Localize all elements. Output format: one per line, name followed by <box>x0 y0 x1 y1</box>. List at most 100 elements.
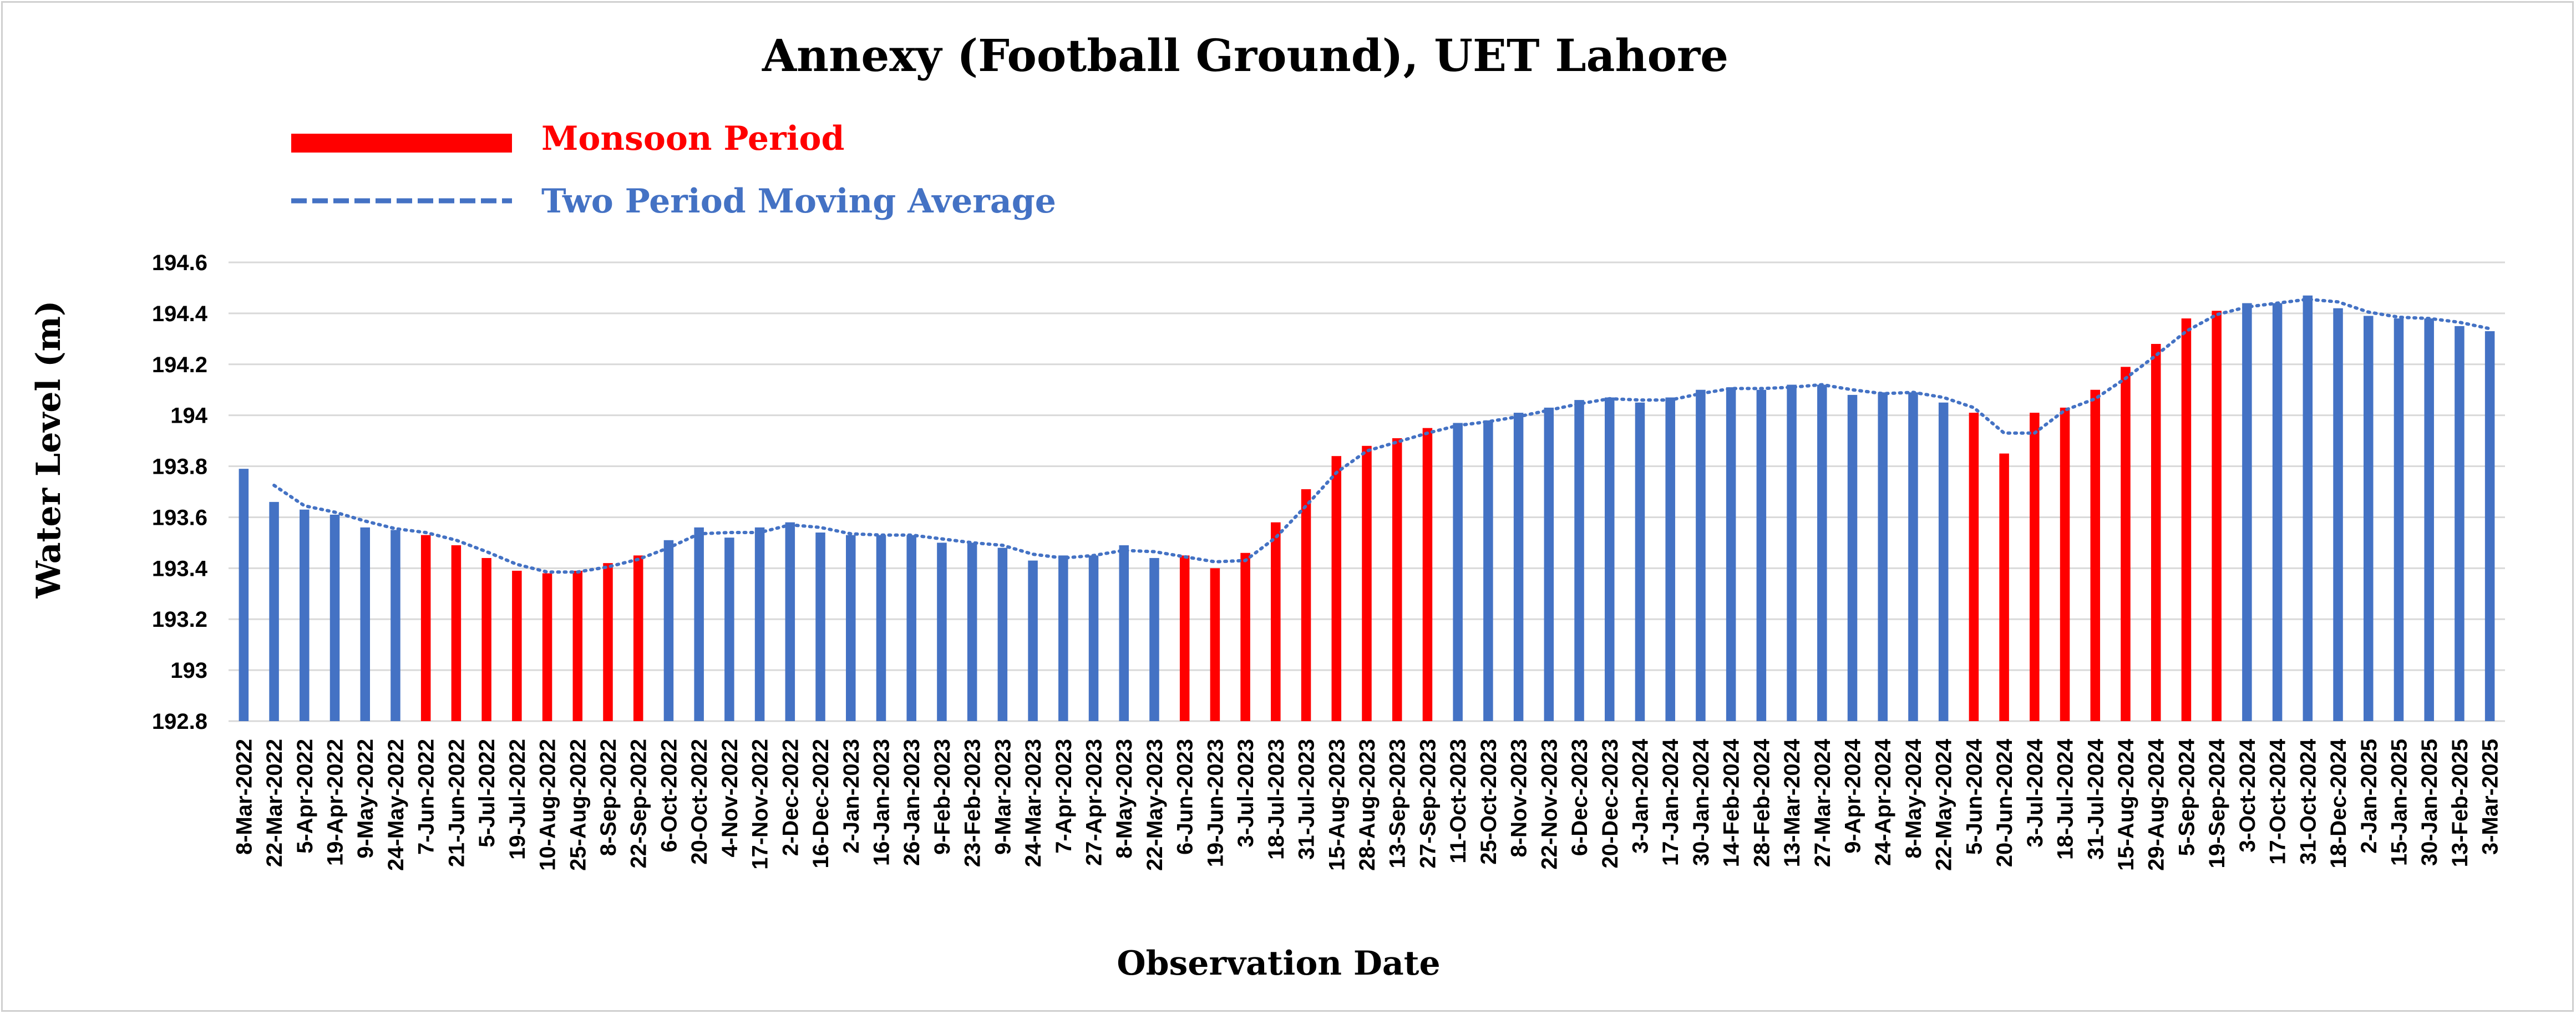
x-tick-label: 19-Jul-2022 <box>505 739 530 860</box>
x-tick-label: 8-Sep-2022 <box>596 739 621 856</box>
bar-normal <box>1058 555 1068 721</box>
x-tick-label: 3-Oct-2024 <box>2235 738 2260 852</box>
bar-normal <box>1665 397 1675 721</box>
x-tick-label: 13-Sep-2023 <box>1386 739 1410 868</box>
x-tick-label: 8-Mar-2022 <box>232 739 256 855</box>
x-axis-ticks: 8-Mar-2022 22-Mar-2022 5-Apr-2022 19-Apr-20… <box>232 738 2502 871</box>
bar-monsoon <box>1271 522 1281 721</box>
y-tick-label: 194.4 <box>152 302 208 326</box>
legend-monsoon-swatch <box>291 134 512 153</box>
bar-normal <box>1483 420 1493 721</box>
x-tick-label: 18-Jul-2023 <box>1264 739 1289 860</box>
bar-normal <box>329 514 340 721</box>
y-tick-label: 193.6 <box>152 505 207 530</box>
x-tick-label: 6-Dec-2023 <box>1568 739 1592 856</box>
x-tick-label: 9-Apr-2024 <box>1841 738 1865 854</box>
x-tick-label: 29-Aug-2024 <box>2144 738 2169 871</box>
x-tick-label: 31-Jul-2023 <box>1295 739 1319 860</box>
y-tick-label: 194 <box>170 404 207 428</box>
x-tick-label: 5-Jul-2022 <box>475 739 499 848</box>
bar-normal <box>785 522 795 721</box>
bar-monsoon <box>2151 344 2161 721</box>
x-tick-label: 3-Jul-2023 <box>1234 739 1258 848</box>
x-tick-label: 22-Sep-2022 <box>627 739 651 868</box>
bar-normal <box>2394 318 2404 721</box>
bar-monsoon <box>542 573 552 721</box>
bar-normal <box>694 527 704 721</box>
bar-monsoon <box>451 545 462 721</box>
x-tick-label: 13-Feb-2025 <box>2448 739 2472 867</box>
x-tick-label: 7-Apr-2023 <box>1052 739 1076 854</box>
bar-normal <box>997 547 1008 721</box>
x-tick-label: 3-Mar-2025 <box>2478 739 2503 855</box>
x-tick-label: 9-May-2022 <box>353 739 378 859</box>
x-tick-label: 5-Jun-2024 <box>1962 738 1986 855</box>
bar-normal <box>1088 555 1099 721</box>
x-tick-label: 4-Nov-2022 <box>718 739 742 857</box>
y-axis-ticks: 192.8 193 193.2 193.4 193.6 193.8 194 194.2 194.… <box>152 251 208 734</box>
bar-normal <box>300 509 310 721</box>
bar-normal <box>2424 318 2434 721</box>
x-tick-label: 16-Dec-2022 <box>809 739 833 869</box>
bar-normal <box>876 535 886 721</box>
x-tick-label: 10-Aug-2022 <box>536 739 560 871</box>
x-tick-label: 17-Nov-2022 <box>748 739 773 870</box>
x-tick-label: 8-Nov-2023 <box>1507 739 1532 857</box>
bar-normal <box>1817 384 1827 721</box>
x-tick-label: 21-Jun-2022 <box>444 739 469 867</box>
bar-normal <box>1726 387 1736 721</box>
x-tick-label: 22-Nov-2023 <box>1537 739 1561 870</box>
y-axis-label: Water Level (m) <box>29 301 68 599</box>
x-tick-label: 24-May-2022 <box>384 739 408 871</box>
bar-normal <box>1696 389 1706 721</box>
x-tick-label: 31-Oct-2024 <box>2296 738 2320 865</box>
bar-monsoon <box>1969 413 1979 721</box>
x-tick-label: 8-May-2024 <box>1901 738 1926 858</box>
x-tick-label: 20-Dec-2023 <box>1598 739 1622 869</box>
bar-monsoon <box>633 555 643 721</box>
bar-normal <box>2333 308 2343 721</box>
bar-monsoon <box>1999 453 2009 721</box>
bar-normal <box>360 527 370 721</box>
bar-monsoon <box>2181 318 2192 721</box>
bar-normal <box>2303 295 2313 721</box>
x-tick-label: 2-Jan-2023 <box>839 739 864 854</box>
x-tick-label: 25-Aug-2022 <box>566 739 590 871</box>
legend-monsoon-label: Monsoon Period <box>541 119 844 158</box>
bar-normal <box>754 527 765 721</box>
bar-normal <box>937 543 947 721</box>
bar-monsoon <box>1422 428 1433 721</box>
x-tick-label: 17-Jan-2024 <box>1659 738 1683 866</box>
x-tick-label: 19-Apr-2022 <box>323 739 348 866</box>
x-tick-label: 6-Jun-2023 <box>1173 739 1198 855</box>
bar-normal <box>1544 407 1554 721</box>
y-tick-label: 193.4 <box>152 556 208 581</box>
x-tick-label: 26-Jan-2023 <box>900 739 924 866</box>
x-tick-label: 16-Jan-2023 <box>869 739 894 866</box>
moving-average-polyline <box>272 297 2492 574</box>
x-tick-label: 9-Feb-2023 <box>930 739 955 855</box>
x-tick-label: 27-Mar-2024 <box>1811 738 1835 867</box>
x-tick-label: 22-May-2024 <box>1932 738 1956 871</box>
bar-normal <box>1908 392 1918 721</box>
x-tick-label: 15-Aug-2023 <box>1325 739 1349 871</box>
legend-trend-label: Two Period Moving Average <box>541 182 1056 221</box>
bar-normal <box>1574 400 1584 721</box>
bar-normal <box>724 538 734 721</box>
bar-normal <box>1028 560 1038 721</box>
bar-monsoon <box>2212 311 2222 721</box>
x-tick-label: 18-Jul-2024 <box>2053 738 2078 860</box>
x-tick-label: 30-Jan-2025 <box>2417 739 2442 866</box>
bar-normal <box>1878 392 1888 721</box>
bar-normal <box>1149 557 1159 721</box>
x-tick-label: 31-Jul-2024 <box>2083 738 2108 860</box>
x-tick-label: 15-Jan-2025 <box>2387 739 2411 866</box>
x-tick-label: 13-Mar-2024 <box>1780 738 1804 867</box>
bar-normal <box>2455 326 2465 721</box>
bar-monsoon <box>512 570 522 721</box>
moving-average-line <box>272 297 2492 574</box>
bar-monsoon <box>1362 445 1372 721</box>
bar-normal <box>269 501 279 721</box>
x-tick-label: 28-Aug-2023 <box>1355 739 1380 871</box>
